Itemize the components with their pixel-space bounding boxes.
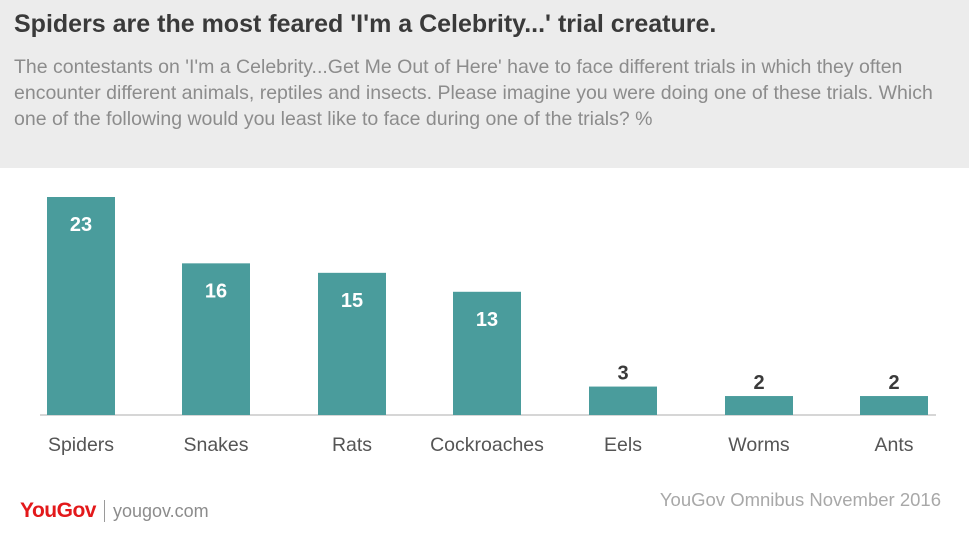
chart-title: Spiders are the most feared 'I'm a Celeb… (14, 10, 717, 38)
category-label-ants: Ants (874, 434, 913, 456)
category-label-spiders: Spiders (48, 434, 114, 456)
bar-chart: 23 16 15 13 3 2 2 Spiders Snakes Rats Cockroaches… (40, 197, 936, 456)
site-link[interactable]: yougov.com (112, 500, 209, 521)
header-panel: Spiders are the most feared 'I'm a Celeb… (0, 0, 969, 168)
bar-snakes (182, 263, 250, 415)
category-label-worms: Worms (728, 434, 790, 456)
footer-branding: YouGov yougov.com (20, 496, 209, 526)
logo-divider (103, 500, 105, 522)
bar-ants (860, 396, 928, 415)
bar-cockroaches (453, 291, 521, 415)
value-label-rats: 15 (341, 290, 363, 312)
category-label-eels: Eels (604, 434, 642, 456)
bar-worms (725, 396, 793, 415)
value-label-spiders: 23 (70, 214, 92, 236)
value-label-ants: 2 (888, 372, 899, 394)
bar-rats (318, 272, 386, 415)
category-label-rats: Rats (332, 434, 372, 456)
category-labels-group: Spiders Snakes Rats Cockroaches Eels Worms Ant… (48, 434, 914, 456)
value-labels-group: 23 16 15 13 3 2 2 (70, 214, 900, 394)
yougov-logo[interactable]: YouGov (20, 499, 96, 522)
category-label-cockroaches: Cockroaches (430, 434, 544, 456)
bar-eels (589, 386, 657, 415)
chart-subtitle: The contestants on 'I'm a Celebrity...Ge… (14, 56, 933, 130)
source-note: YouGov Omnibus November 2016 (659, 489, 941, 510)
category-label-snakes: Snakes (183, 434, 248, 456)
value-label-snakes: 16 (205, 280, 227, 302)
value-label-cockroaches: 13 (476, 309, 498, 331)
value-label-eels: 3 (617, 363, 628, 385)
value-label-worms: 2 (753, 372, 764, 394)
bar-spiders (47, 197, 115, 415)
bars-group (47, 197, 928, 415)
